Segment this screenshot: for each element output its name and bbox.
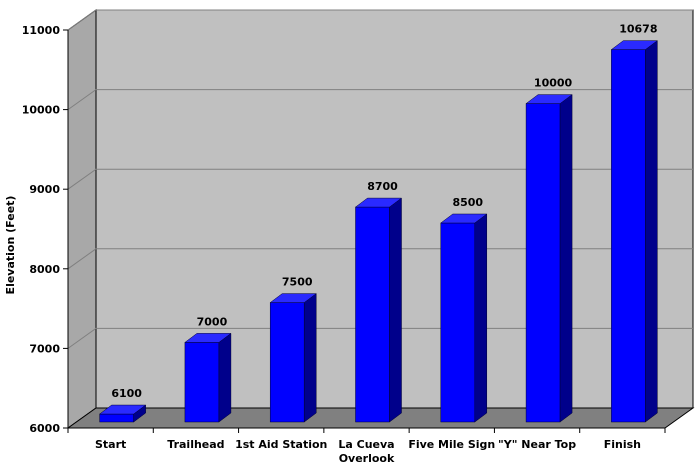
y-tick-label: 9000 <box>29 183 60 196</box>
bar-top <box>184 333 232 343</box>
gridline <box>67 248 693 270</box>
data-label: 10000 <box>534 77 573 90</box>
axes <box>63 29 666 433</box>
y-tick-label: 11000 <box>22 24 61 37</box>
x-tick-label: Start <box>95 438 126 451</box>
y-tick-label: 7000 <box>29 342 60 355</box>
y-axis-title: Elevation (Feet) <box>4 196 17 295</box>
bar <box>440 213 488 423</box>
bar <box>269 293 317 423</box>
x-tick-label: "Y" Near Top <box>498 438 576 451</box>
data-label: 8500 <box>452 196 483 209</box>
bar <box>525 94 573 423</box>
bar-front <box>440 222 476 423</box>
x-tick-label: Finish <box>604 438 641 451</box>
x-tick-label: La Cueva Overlook <box>338 438 395 465</box>
bar-front <box>355 206 390 423</box>
bar-front <box>99 413 134 423</box>
bar-top <box>525 94 573 104</box>
bar-side <box>559 94 573 423</box>
bar <box>354 197 403 423</box>
bar-side <box>645 40 658 423</box>
bar <box>184 332 232 423</box>
y-tick-labels: 6000 7000 8000 9000 10000 11000 <box>22 24 61 435</box>
data-label: 8700 <box>367 180 398 193</box>
bars <box>98 40 659 423</box>
bar-top <box>269 293 317 303</box>
bar-top <box>354 197 403 208</box>
gridline <box>67 9 693 31</box>
x-tick-labels: Start Trailhead 1st Aid Station La Cueva Ove… <box>95 438 641 465</box>
data-label: 10678 <box>619 23 657 36</box>
bar-top <box>610 40 659 50</box>
x-tick-label: Trailhead <box>167 438 224 451</box>
data-label: 7500 <box>282 276 313 289</box>
bar-side <box>389 197 402 423</box>
bar-side <box>303 293 317 423</box>
x-tick-label: Five Mile Sign <box>408 438 495 451</box>
gridline <box>67 327 693 349</box>
side-wall <box>67 9 97 429</box>
bar-side <box>218 332 232 423</box>
y-tick-label: 10000 <box>22 104 61 117</box>
bar-front <box>269 302 305 423</box>
bar-top <box>98 404 147 415</box>
gridline <box>67 168 693 190</box>
x-tick-label: 1st Aid Station <box>235 438 327 451</box>
bar-front <box>184 342 220 423</box>
bar-side <box>474 213 488 423</box>
data-label: 7000 <box>197 315 228 328</box>
bar <box>98 404 147 423</box>
bar-front <box>525 103 561 423</box>
bar-top <box>440 213 488 224</box>
bar <box>610 40 659 423</box>
gridlines <box>67 9 693 349</box>
y-tick-label: 6000 <box>29 422 60 435</box>
data-labels: 6100 7000 7500 8700 8500 10000 10678 <box>111 23 657 400</box>
gridline <box>67 89 693 111</box>
y-tick-label: 8000 <box>29 263 60 276</box>
bar-front <box>611 49 646 423</box>
data-label: 6100 <box>111 387 142 400</box>
